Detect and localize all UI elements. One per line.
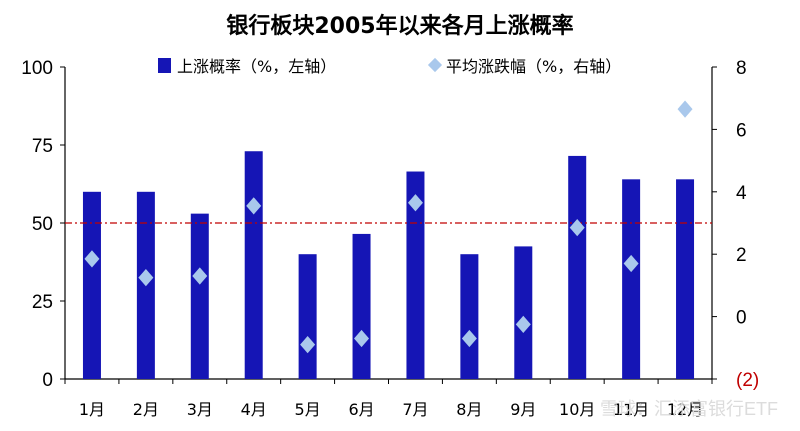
x-tick-label: 2月 [133,400,159,419]
legend-swatch-bar [158,58,171,73]
x-tick-label: 3月 [187,400,213,419]
bar [244,151,263,379]
bar [82,191,101,379]
legend-label-marker: 平均涨跌幅（%，右轴） [446,57,621,76]
x-tick-label: 11月 [613,400,649,419]
x-tick-label: 1月 [79,400,105,419]
point-marker [407,194,423,212]
point-marker [192,267,208,285]
x-tick-label: 9月 [510,400,536,419]
x-tick-label: 4月 [241,400,267,419]
bar [298,254,317,379]
watermark: 雪球：汇添富银行ETF [600,399,778,419]
bar [514,246,533,379]
y-left-tick-label: 100 [21,58,53,79]
x-tick-label: 7月 [402,400,428,419]
legend-swatch-marker [427,57,443,73]
point-marker [246,197,262,215]
y-left-tick-label: 25 [32,292,53,313]
y-right-tick-label: (2) [736,370,759,391]
x-tick-label: 10月 [559,400,595,419]
bar [190,213,209,379]
point-marker [300,336,316,354]
y-right-tick-label: 2 [736,245,747,266]
point-marker [138,268,154,287]
bar [676,179,695,379]
chart-title: 银行板块2005年以来各月上涨概率 [226,13,573,39]
y-right-tick-label: 8 [736,58,747,79]
plot-area: 0 25 50 75 100 (2) 0 2 4 6 8 1月 2月 3月 4月 5月 6月 7月 8月 9月 10月 1… [21,58,759,419]
point-marker [515,315,531,334]
legend: 上涨概率（%，左轴） 平均涨跌幅（%，右轴） [158,57,621,76]
y-left-tick-label: 0 [42,370,53,391]
bar [460,254,479,379]
point-marker [354,329,370,348]
legend-label-bar: 上涨概率（%，左轴） [177,57,336,76]
bar [622,179,641,379]
point-marker [569,219,585,237]
x-tick-label: 8月 [456,400,482,419]
point-marker [677,100,693,118]
y-left-tick-label: 75 [32,136,53,157]
x-tick-label: 12月 [667,400,703,419]
x-tick-label: 5月 [295,400,321,419]
y-left-tick-label: 50 [32,214,53,235]
point-marker [84,250,100,268]
x-tick-label: 6月 [348,400,374,419]
y-right-tick-label: 4 [736,183,747,204]
y-right-tick-label: 6 [736,120,747,141]
point-marker [623,254,639,273]
y-right-tick-label: 0 [736,308,747,329]
point-marker [461,329,477,348]
bar [568,155,587,379]
bar [352,233,371,379]
